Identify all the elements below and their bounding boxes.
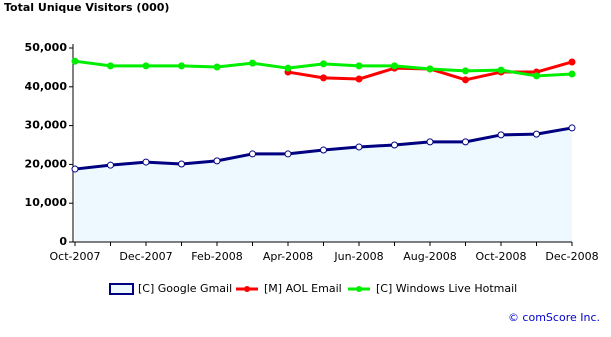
legend-label: [C] Google Gmail xyxy=(138,282,232,295)
marker xyxy=(142,62,150,70)
marker xyxy=(426,138,434,146)
legend-swatch xyxy=(109,283,134,295)
marker xyxy=(355,75,363,83)
marker xyxy=(320,74,327,82)
x-tick-label: Dec-2008 xyxy=(545,250,598,263)
y-tick-label: 40,000 xyxy=(25,80,68,93)
marker xyxy=(568,124,576,132)
marker xyxy=(178,160,185,168)
marker xyxy=(71,165,79,173)
marker xyxy=(71,57,79,65)
marker xyxy=(391,62,398,70)
x-tick-label: Aug-2008 xyxy=(403,250,456,263)
legend-marker xyxy=(244,286,250,292)
y-tick-label: 20,000 xyxy=(25,157,68,170)
x-tick-label: Oct-2008 xyxy=(476,250,527,263)
x-tick-label: Apr-2008 xyxy=(263,250,313,263)
marker xyxy=(533,72,540,80)
copyright: © comScore Inc. xyxy=(508,311,600,324)
marker xyxy=(178,62,185,70)
marker xyxy=(355,143,363,151)
y-tick-label: 50,000 xyxy=(25,41,68,54)
marker xyxy=(284,150,292,158)
marker xyxy=(568,70,576,78)
marker xyxy=(497,66,505,74)
marker xyxy=(249,59,256,67)
marker xyxy=(213,63,221,71)
y-tick-label: 10,000 xyxy=(25,196,68,209)
x-tick-label: Oct-2007 xyxy=(50,250,101,263)
marker xyxy=(107,161,114,169)
marker xyxy=(497,131,505,139)
marker xyxy=(249,150,256,158)
marker xyxy=(142,158,150,166)
marker xyxy=(320,146,327,154)
area xyxy=(75,127,572,242)
marker xyxy=(533,130,540,138)
x-tick-label: Dec-2007 xyxy=(119,250,172,263)
marker xyxy=(320,60,327,68)
marker xyxy=(107,62,114,70)
marker xyxy=(213,157,221,165)
marker xyxy=(355,62,363,70)
marker xyxy=(462,67,469,75)
marker xyxy=(426,65,434,73)
marker xyxy=(284,64,292,72)
legend-label: [M] AOL Email xyxy=(264,282,342,295)
x-tick-label: Jun-2008 xyxy=(333,250,383,263)
chart-title: Total Unique Visitors (000) xyxy=(4,1,169,14)
legend-label: [C] Windows Live Hotmail xyxy=(376,282,517,295)
marker xyxy=(462,76,469,84)
legend-marker xyxy=(356,286,362,292)
marker xyxy=(391,141,398,149)
marker xyxy=(568,58,576,66)
marker xyxy=(462,138,469,146)
x-tick-label: Feb-2008 xyxy=(191,250,242,263)
y-tick-label: 30,000 xyxy=(25,119,68,132)
y-tick-label: 0 xyxy=(59,235,67,248)
